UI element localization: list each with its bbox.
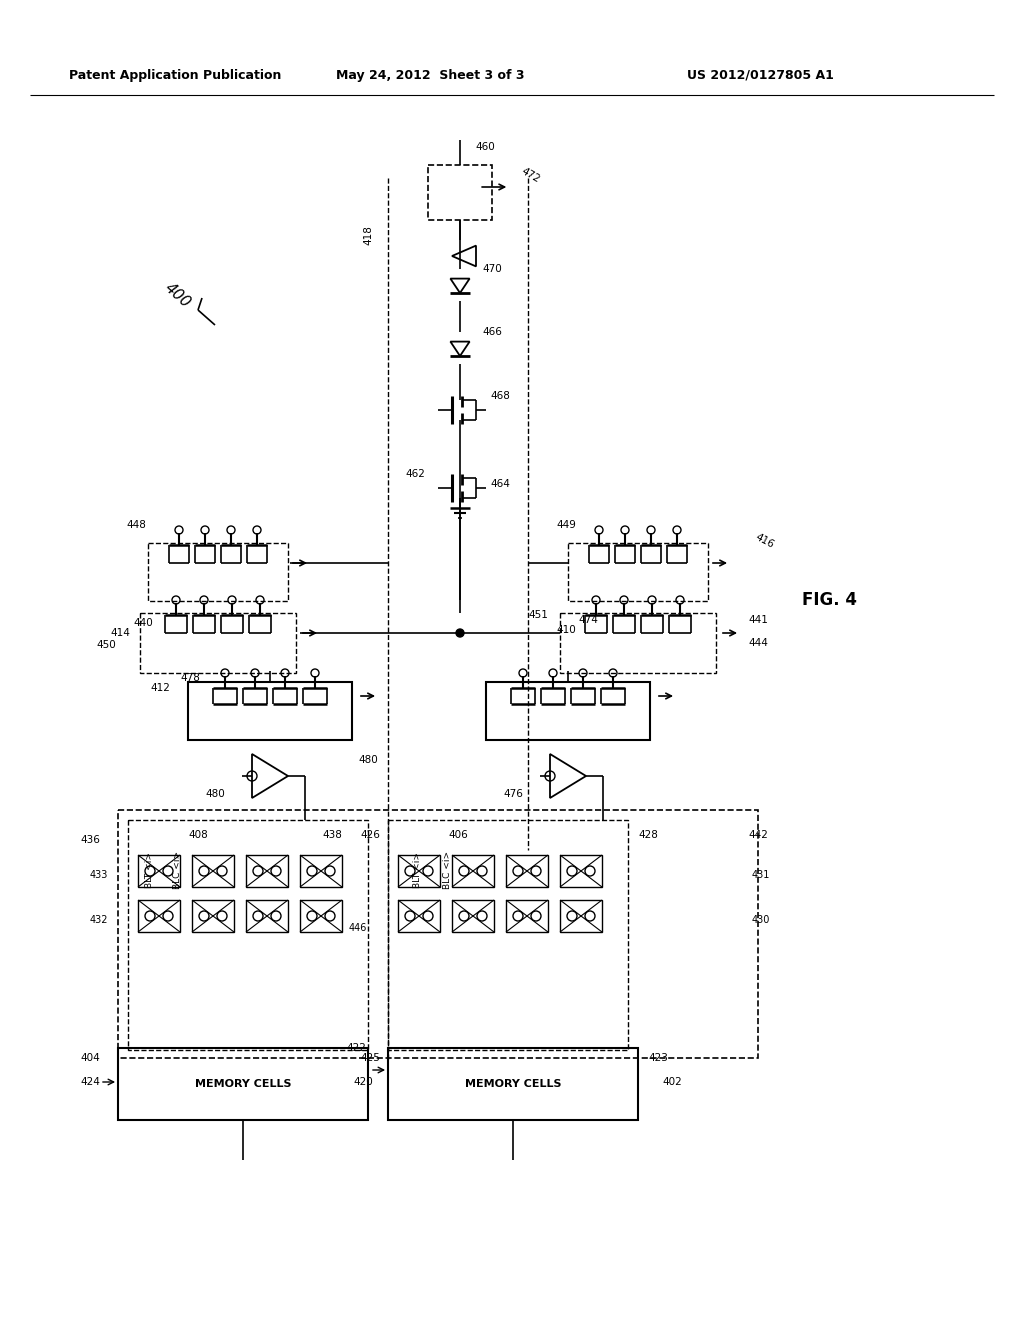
Text: 438: 438 — [323, 830, 342, 840]
Text: BLT <i>: BLT <i> — [145, 851, 155, 888]
Bar — [568, 543, 708, 601]
Text: Patent Application Publication: Patent Application Publication — [69, 69, 282, 82]
Text: 423: 423 — [648, 1053, 668, 1063]
Text: 462: 462 — [406, 469, 425, 479]
Text: 466: 466 — [482, 327, 502, 337]
Bar — [506, 855, 548, 887]
Text: 400: 400 — [162, 280, 194, 310]
Text: 448: 448 — [126, 520, 145, 531]
Text: 480: 480 — [205, 789, 225, 799]
Text: 424: 424 — [80, 1077, 100, 1086]
Text: BLC <i>: BLC <i> — [443, 851, 453, 890]
Text: MEMORY CELLS: MEMORY CELLS — [465, 1078, 561, 1089]
Text: 472: 472 — [519, 166, 542, 185]
Bar — [428, 165, 492, 220]
Bar — [148, 543, 288, 601]
Text: US 2012/0127805 A1: US 2012/0127805 A1 — [686, 69, 834, 82]
Text: 431: 431 — [752, 870, 770, 880]
Bar — [486, 682, 650, 741]
Text: 408: 408 — [188, 830, 208, 840]
Bar — [452, 900, 494, 932]
Text: 464: 464 — [490, 479, 510, 488]
Text: 425: 425 — [360, 1053, 380, 1063]
Bar — [452, 855, 494, 887]
Text: 412: 412 — [151, 682, 170, 693]
Bar — [398, 900, 440, 932]
Text: 430: 430 — [752, 915, 770, 925]
Text: May 24, 2012  Sheet 3 of 3: May 24, 2012 Sheet 3 of 3 — [336, 69, 524, 82]
Text: 460: 460 — [475, 143, 495, 152]
Circle shape — [456, 630, 464, 638]
Text: 422: 422 — [346, 1043, 366, 1053]
Text: 446: 446 — [349, 923, 368, 933]
Text: 414: 414 — [111, 628, 130, 638]
Bar — [193, 855, 234, 887]
Bar — [300, 855, 342, 887]
Bar — [300, 900, 342, 932]
Text: 450: 450 — [96, 640, 116, 649]
Text: BLT <i>: BLT <i> — [414, 851, 423, 888]
Bar — [128, 820, 368, 1049]
Bar — [188, 682, 352, 741]
Text: 416: 416 — [753, 532, 775, 550]
Bar — [506, 900, 548, 932]
Text: 470: 470 — [482, 264, 502, 275]
Text: 480: 480 — [358, 755, 378, 766]
Bar — [140, 612, 296, 673]
Text: 440: 440 — [133, 618, 153, 628]
Bar — [388, 1048, 638, 1119]
Text: 441: 441 — [748, 615, 768, 624]
Text: 410: 410 — [556, 624, 575, 635]
Bar — [560, 855, 602, 887]
Bar — [193, 900, 234, 932]
Bar — [388, 820, 628, 1049]
Text: 418: 418 — [362, 226, 373, 246]
Text: 476: 476 — [503, 789, 523, 799]
Text: 428: 428 — [638, 830, 658, 840]
Text: 474: 474 — [579, 615, 598, 624]
Text: 404: 404 — [80, 1053, 100, 1063]
Text: MEMORY CELLS: MEMORY CELLS — [195, 1078, 291, 1089]
Text: 444: 444 — [748, 638, 768, 648]
Text: 432: 432 — [89, 915, 108, 925]
Text: 436: 436 — [80, 836, 100, 845]
Bar — [138, 855, 180, 887]
Text: 433: 433 — [90, 870, 108, 880]
Text: 451: 451 — [528, 610, 548, 620]
Bar — [246, 855, 288, 887]
Text: 468: 468 — [490, 391, 510, 401]
Bar — [246, 900, 288, 932]
Text: 406: 406 — [449, 830, 468, 840]
Text: 402: 402 — [662, 1077, 682, 1086]
Text: FIG. 4: FIG. 4 — [803, 591, 857, 609]
Text: 478: 478 — [180, 673, 200, 682]
Bar — [398, 855, 440, 887]
Bar — [118, 810, 758, 1059]
Text: 442: 442 — [748, 830, 768, 840]
Text: 426: 426 — [360, 830, 380, 840]
Text: BLC <i>: BLC <i> — [173, 851, 182, 890]
Bar — [560, 612, 716, 673]
Bar — [118, 1048, 368, 1119]
Text: 449: 449 — [556, 520, 575, 531]
Bar — [138, 900, 180, 932]
Bar — [560, 900, 602, 932]
Text: 420: 420 — [353, 1077, 373, 1086]
